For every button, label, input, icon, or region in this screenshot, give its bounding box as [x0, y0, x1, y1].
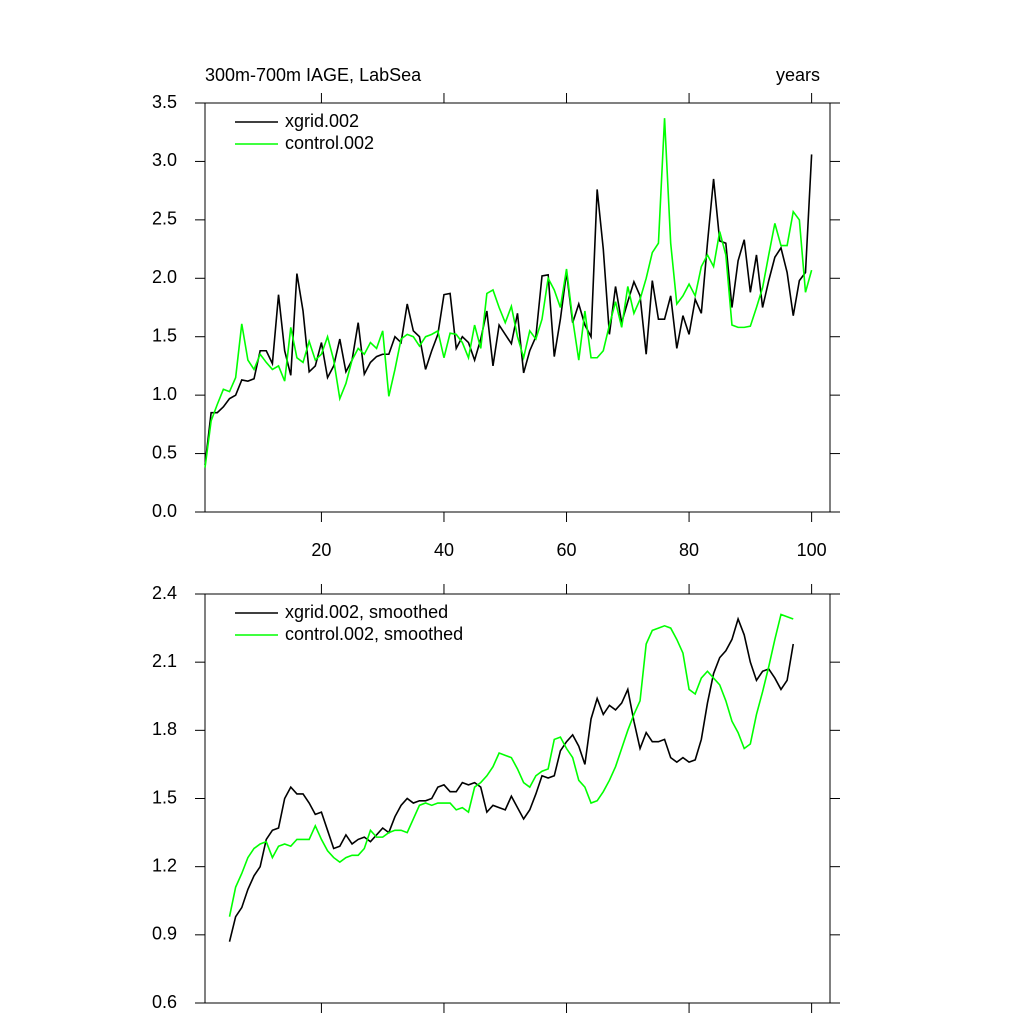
y-tick-label: 2.4	[152, 583, 177, 603]
y-tick-label: 0.0	[152, 501, 177, 521]
chart-title: 300m-700m IAGE, LabSea	[205, 65, 422, 85]
y-tick-label: 2.5	[152, 209, 177, 229]
plot-frame	[204, 593, 831, 1004]
data-line	[204, 154, 813, 466]
data-line	[228, 616, 795, 942]
x-tick-label: 60	[557, 540, 577, 560]
legend-label: control.002, smoothed	[285, 624, 463, 644]
y-tick-label: 2.0	[152, 267, 177, 287]
legend-label: control.002	[285, 133, 374, 153]
x-tick-label: 20	[311, 540, 331, 560]
y-tick-label: 0.5	[152, 442, 177, 462]
y-tick-label: 0.9	[152, 924, 177, 944]
y-tick-label: 0.6	[152, 992, 177, 1012]
y-tick-label: 2.1	[152, 651, 177, 671]
y-tick-label: 1.2	[152, 855, 177, 875]
y-tick-label: 1.5	[152, 787, 177, 807]
plot-frame	[204, 102, 831, 513]
data-line	[204, 118, 813, 468]
y-tick-label: 1.5	[152, 325, 177, 345]
y-tick-label: 3.0	[152, 150, 177, 170]
data-line	[228, 613, 794, 917]
x-tick-label: 100	[797, 540, 827, 560]
x-tick-label: 40	[434, 540, 454, 560]
axis-unit-label: years	[776, 65, 820, 85]
x-tick-label: 80	[679, 540, 699, 560]
legend-label: xgrid.002	[285, 111, 359, 131]
y-tick-label: 1.8	[152, 719, 177, 739]
y-tick-label: 1.0	[152, 384, 177, 404]
legend-label: xgrid.002, smoothed	[285, 602, 448, 622]
y-tick-label: 3.5	[152, 92, 177, 112]
